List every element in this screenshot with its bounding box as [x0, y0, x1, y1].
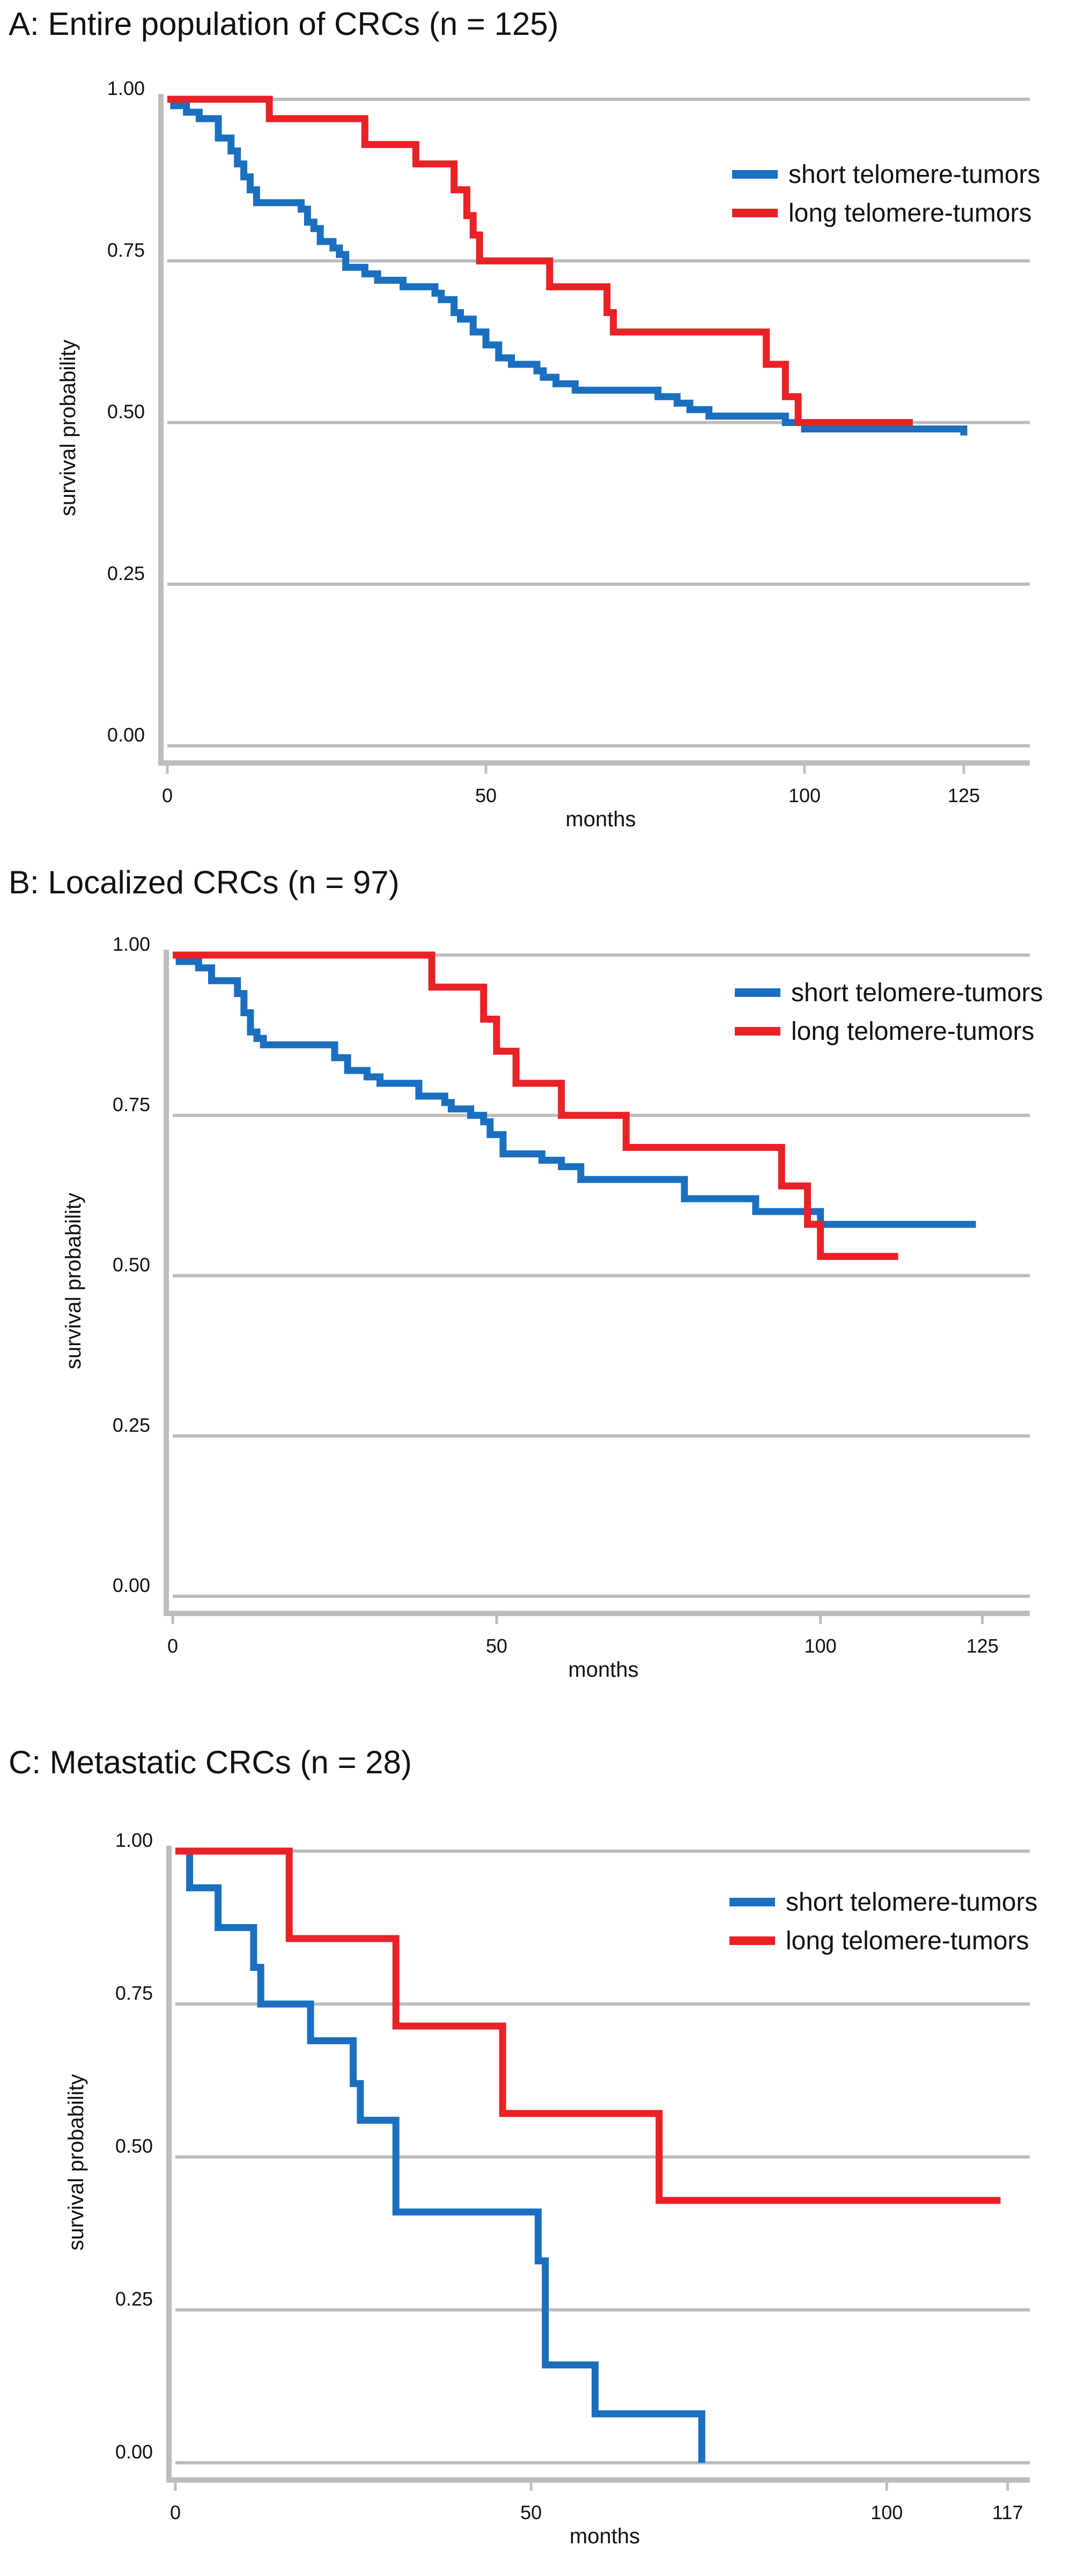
legend-label-short-telomere-tumors: short telomere-tumors	[786, 1888, 1037, 1917]
y-tick-label: 0.25	[113, 1414, 150, 1436]
series-line-short-telomere-tumors	[167, 96, 968, 436]
chart-title: C: Metastatic CRCs (n = 28)	[9, 1744, 412, 1780]
x-tick-label: 125	[948, 784, 980, 806]
series-line-long-telomere-tumors	[175, 1847, 1001, 2204]
y-tick-label: 0.25	[115, 2288, 153, 2310]
y-tick-label: 0.00	[115, 2441, 153, 2463]
x-tick-label: 50	[520, 2501, 542, 2523]
chart-title: A: Entire population of CRCs (n = 125)	[9, 6, 559, 42]
y-tick-label: 0.75	[113, 1093, 150, 1115]
y-tick-label: 0.50	[113, 1254, 150, 1276]
x-tick-label: 50	[475, 784, 497, 806]
legend-label-long-telomere-tumors: long telomere-tumors	[791, 1017, 1035, 1046]
x-tick-label: 100	[805, 1635, 837, 1657]
series-line-short-telomere-tumors	[173, 951, 976, 1228]
legend-label-short-telomere-tumors: short telomere-tumors	[788, 160, 1040, 189]
series-line-long-telomere-tumors	[173, 951, 898, 1260]
x-axis-title: months	[568, 1658, 638, 1682]
x-tick-label: 0	[167, 1635, 178, 1657]
y-tick-label: 1.00	[107, 77, 145, 99]
series-line-short-telomere-tumors	[175, 1847, 705, 2463]
legend-label-long-telomere-tumors: long telomere-tumors	[788, 199, 1032, 227]
chart-plot-a: 0.00 0.25 0.50 0.75 1.00 0 50 100 125 months survi…	[56, 77, 1040, 831]
y-tick-label: 0.50	[115, 2135, 153, 2157]
panel-a: A: Entire population of CRCs (n = 125) 0…	[0, 0, 1077, 848]
y-tick-label: 0.75	[107, 239, 145, 261]
y-tick-label: 1.00	[115, 1829, 153, 1851]
x-tick-label: 0	[170, 2501, 181, 2523]
y-tick-label: 0.25	[107, 562, 145, 584]
x-tick-label: 117	[992, 2501, 1023, 2523]
y-axis-title: survival probability	[56, 340, 80, 516]
y-tick-label: 0.50	[107, 401, 145, 423]
chart-plot-c: 0.00 0.25 0.50 0.75 1.00 0 50 100 117 months survi…	[64, 1829, 1037, 2548]
panel-c: C: Metastatic CRCs (n = 28) 0.00 0.25 0.50…	[0, 1738, 1077, 2575]
x-tick-label: 125	[967, 1635, 999, 1657]
y-axis-title: survival probability	[62, 1193, 85, 1369]
x-tick-label: 100	[871, 2501, 903, 2523]
x-axis-title: months	[565, 808, 636, 831]
panel-b: B: Localized CRCs (n = 97) 0.00 0.25 0.50 0…	[0, 858, 1077, 1696]
y-tick-label: 0.75	[115, 1982, 153, 2004]
x-tick-label: 0	[162, 784, 173, 806]
x-tick-label: 50	[486, 1635, 507, 1657]
y-tick-label: 0.00	[113, 1574, 150, 1596]
chart-plot-b: 0.00 0.25 0.50 0.75 1.00 0 50 100 125 months survi…	[62, 933, 1043, 1682]
legend-label-long-telomere-tumors: long telomere-tumors	[786, 1927, 1029, 1955]
series-line-long-telomere-tumors	[167, 96, 913, 426]
y-axis-title: survival probability	[64, 2074, 88, 2250]
x-tick-label: 100	[788, 784, 821, 806]
y-tick-label: 0.00	[107, 724, 145, 746]
x-axis-title: months	[570, 2524, 640, 2548]
legend-label-short-telomere-tumors: short telomere-tumors	[791, 979, 1043, 1007]
y-tick-label: 1.00	[113, 933, 150, 955]
chart-title: B: Localized CRCs (n = 97)	[9, 864, 400, 900]
